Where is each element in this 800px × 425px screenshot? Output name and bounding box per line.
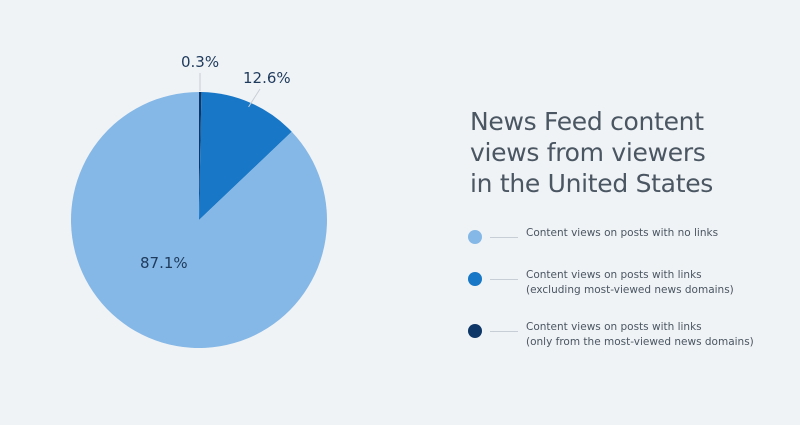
title-line-2: views from viewers <box>470 138 706 167</box>
legend-label-line: Content views on posts with no links <box>526 227 719 239</box>
legend-label-line: Content views on posts with links <box>526 269 702 281</box>
legend-connector <box>490 237 518 238</box>
slice-value-label: 87.1% <box>140 254 188 272</box>
pie-slice <box>71 92 327 348</box>
legend-label-line: Content views on posts with links <box>526 321 702 333</box>
legend-item-links-excluding-news: Content views on posts with links (exclu… <box>468 268 734 298</box>
legend-connector <box>490 279 518 280</box>
pie-slice <box>199 92 292 220</box>
legend-swatch <box>468 230 482 244</box>
slice-value-label: 0.3% <box>181 53 219 71</box>
chart-title: News Feed content views from viewers in … <box>470 106 770 199</box>
title-line-1: News Feed content <box>470 107 704 136</box>
legend-label-line: (excluding most-viewed news domains) <box>526 284 734 296</box>
legend-swatch <box>468 272 482 286</box>
legend-item-no-links: Content views on posts with no links <box>468 226 718 244</box>
legend-item-links-news-only: Content views on posts with links (only … <box>468 320 754 350</box>
legend-label: Content views on posts with links (exclu… <box>526 268 734 298</box>
legend-label: Content views on posts with links (only … <box>526 320 754 350</box>
legend-swatch <box>468 324 482 338</box>
title-line-3: in the United States <box>470 169 713 198</box>
pie-slice <box>199 92 202 220</box>
legend-connector <box>490 331 518 332</box>
legend-label-line: (only from the most-viewed news domains) <box>526 336 754 348</box>
legend-label: Content views on posts with no links <box>526 226 718 241</box>
leader-line <box>248 88 261 108</box>
slice-value-label: 12.6% <box>243 69 291 87</box>
